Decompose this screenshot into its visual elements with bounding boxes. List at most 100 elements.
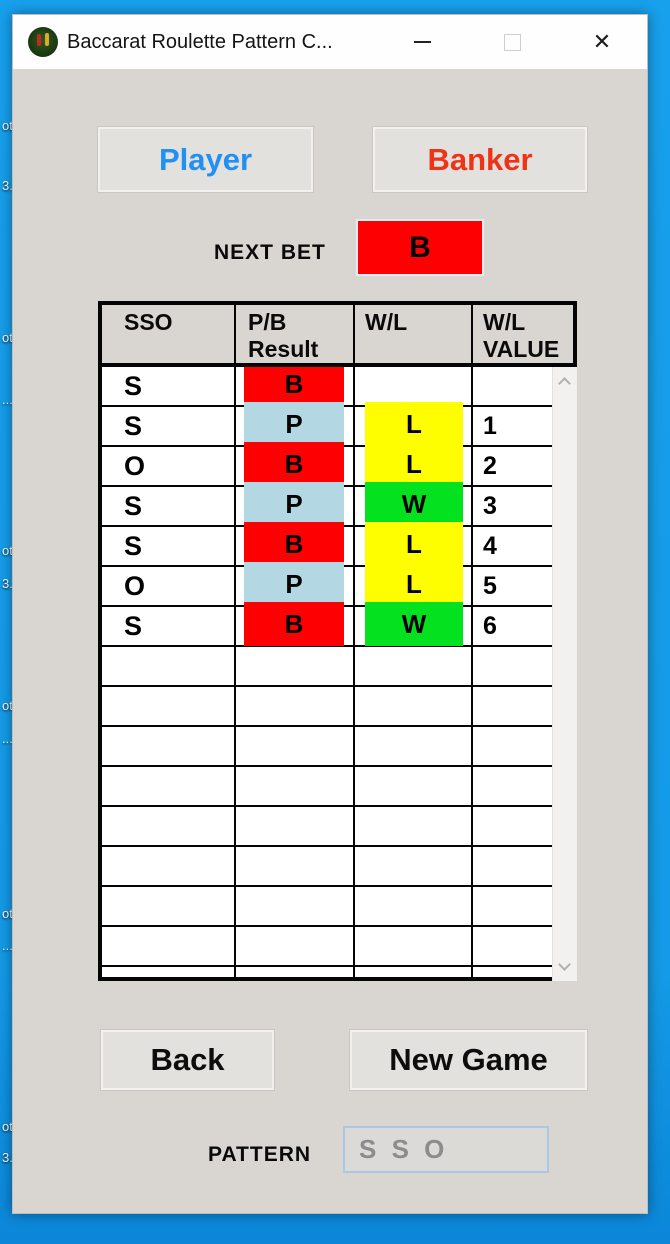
cell-sso: S xyxy=(102,367,236,405)
table-row xyxy=(102,847,552,887)
wl-block: L xyxy=(365,562,463,606)
cell-sso xyxy=(102,807,236,845)
title-bar[interactable]: Baccarat Roulette Pattern C... ✕ xyxy=(13,15,647,69)
back-button[interactable]: Back xyxy=(100,1029,275,1091)
cell-wl: L xyxy=(355,562,473,606)
cell-sso xyxy=(102,887,236,925)
pb-result-block: P xyxy=(244,562,344,606)
cell-wl-value: 5 xyxy=(483,571,497,600)
pb-result-block: B xyxy=(244,602,344,646)
cell-pb-result xyxy=(236,967,355,977)
table-row xyxy=(102,807,552,847)
cell-sso xyxy=(102,847,236,885)
table-row xyxy=(102,687,552,727)
cell-wl-value: 4 xyxy=(483,531,497,560)
cell-sso: O xyxy=(102,567,236,605)
table-row xyxy=(102,927,552,967)
cell-wl-value: 2 xyxy=(483,451,497,480)
cell-wl-value xyxy=(473,767,552,805)
cell-wl-value xyxy=(473,687,552,725)
pattern-input[interactable] xyxy=(343,1126,549,1173)
cell-sso: S xyxy=(102,487,236,525)
pattern-label: PATTERN xyxy=(208,1143,312,1166)
cell-pb-result: P xyxy=(236,562,355,606)
header-pb-result: P/B Result xyxy=(236,305,355,363)
chevron-up-icon[interactable] xyxy=(558,377,571,390)
cell-pb-result: B xyxy=(236,442,355,486)
pb-result-block: B xyxy=(244,442,344,486)
cell-wl-value xyxy=(473,847,552,885)
wl-block: L xyxy=(365,442,463,486)
desktop-icon-label-fragment: ot xyxy=(2,543,13,558)
cell-wl-value xyxy=(473,807,552,845)
cell-wl xyxy=(355,367,473,405)
cell-pb-result: B xyxy=(236,522,355,566)
cell-wl xyxy=(355,847,473,885)
maximize-button[interactable] xyxy=(467,15,557,69)
cell-wl: W xyxy=(355,602,473,646)
wl-block: W xyxy=(365,482,463,526)
cell-wl: W xyxy=(355,482,473,526)
new-game-button[interactable]: New Game xyxy=(349,1029,588,1091)
cell-pb-result: P xyxy=(236,482,355,526)
desktop-icon-label-fragment: ot xyxy=(2,118,13,133)
cell-sso: S xyxy=(102,607,236,645)
cell-sso: S xyxy=(102,407,236,445)
cell-wl xyxy=(355,727,473,765)
cell-pb-result xyxy=(236,767,355,805)
wl-block: L xyxy=(365,522,463,566)
table-row xyxy=(102,727,552,767)
cell-sso: S xyxy=(102,527,236,565)
desktop-icon-label-fragment: ot xyxy=(2,1119,13,1134)
cell-sso xyxy=(102,767,236,805)
cell-wl-value xyxy=(473,647,552,685)
cell-pb-result xyxy=(236,927,355,965)
chevron-down-icon[interactable] xyxy=(558,958,571,971)
cell-wl: L xyxy=(355,442,473,486)
window-title: Baccarat Roulette Pattern C... xyxy=(67,30,333,53)
minimize-button[interactable] xyxy=(377,15,467,69)
cell-pb-result: B xyxy=(236,367,355,406)
cell-sso: O xyxy=(102,447,236,485)
table-row xyxy=(102,647,552,687)
cell-wl xyxy=(355,687,473,725)
cell-wl-value xyxy=(473,367,552,405)
cell-wl-value: 1 xyxy=(483,411,497,440)
cell-wl xyxy=(355,927,473,965)
cell-wl: L xyxy=(355,522,473,566)
table-header-row: SSO P/B Result W/L W/L VALUE xyxy=(98,301,577,367)
next-bet-label: NEXT BET xyxy=(214,241,326,264)
pb-result-block: B xyxy=(244,367,344,406)
header-sso: SSO xyxy=(102,305,236,363)
cell-pb-result xyxy=(236,687,355,725)
cell-pb-result xyxy=(236,647,355,685)
banker-button[interactable]: Banker xyxy=(372,126,588,193)
close-icon: ✕ xyxy=(592,29,612,54)
close-button[interactable]: ✕ xyxy=(557,15,647,69)
app-window: Baccarat Roulette Pattern C... ✕ Player … xyxy=(12,14,648,1214)
cell-wl-value xyxy=(473,887,552,925)
table-row xyxy=(102,767,552,807)
cell-wl xyxy=(355,647,473,685)
cell-sso xyxy=(102,647,236,685)
table-scrollbar[interactable] xyxy=(552,367,577,981)
table-row xyxy=(102,967,552,977)
player-button[interactable]: Player xyxy=(97,126,314,193)
wl-block: W xyxy=(365,602,463,646)
maximize-icon xyxy=(503,33,521,51)
cell-wl xyxy=(355,807,473,845)
cell-wl-value xyxy=(473,967,552,977)
cell-wl xyxy=(355,767,473,805)
pb-result-block: P xyxy=(244,402,344,446)
desktop-icon-label-fragment: ... xyxy=(2,938,13,953)
desktop-icon-label-fragment: ot xyxy=(2,330,13,345)
pb-result-block: B xyxy=(244,522,344,566)
cell-wl-value xyxy=(473,927,552,965)
